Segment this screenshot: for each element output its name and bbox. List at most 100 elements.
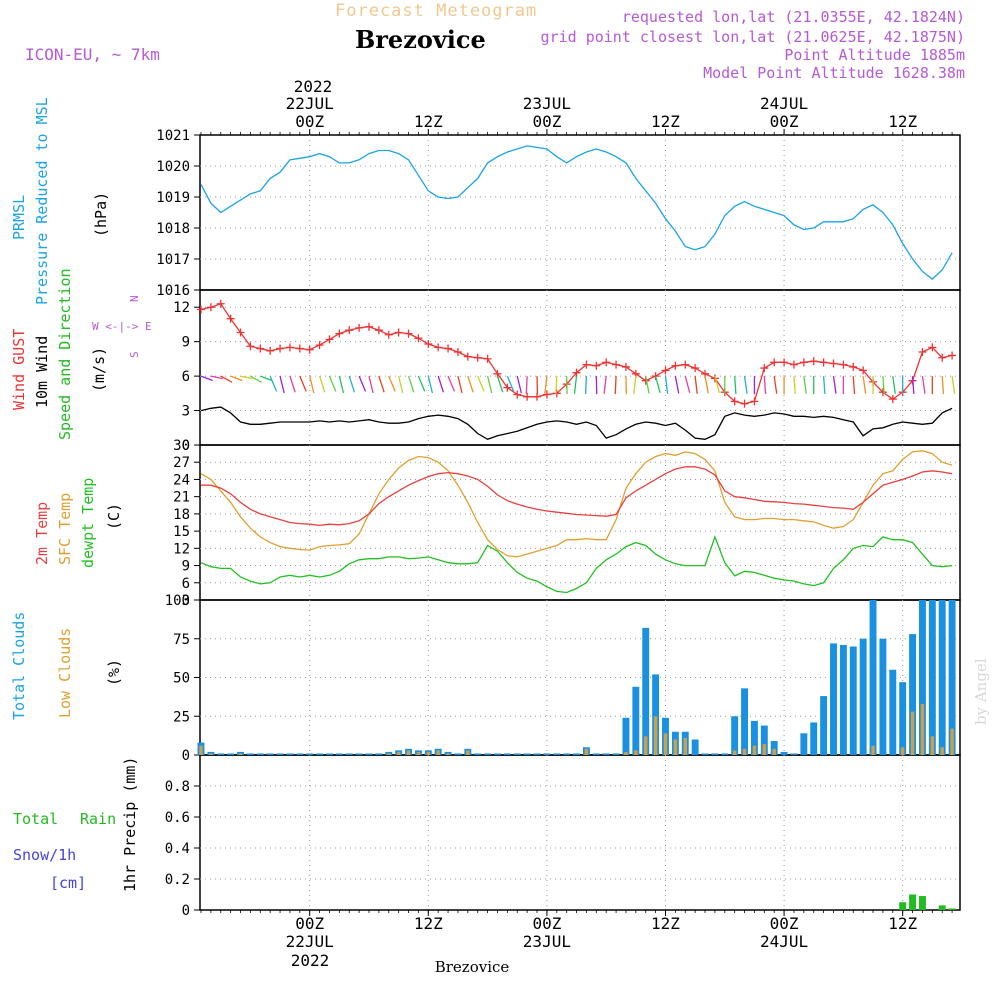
wind-direction-arrow [368, 375, 374, 394]
total-cloud-bar [484, 753, 492, 755]
total-cloud-bar [849, 646, 857, 755]
wind-direction-arrow [555, 376, 558, 395]
gust-marker [513, 390, 522, 399]
temperature-panel [200, 450, 953, 594]
gust-marker [384, 330, 393, 339]
total-cloud-bar [889, 669, 897, 755]
wind-panel [196, 299, 957, 441]
low-cloud-bar [772, 748, 776, 755]
wind-direction-arrow [803, 376, 807, 394]
total-cloud-bar [246, 753, 254, 755]
gust-marker [503, 383, 512, 392]
gust-marker [453, 348, 462, 356]
gust-marker [839, 360, 848, 369]
gust-marker [533, 392, 542, 401]
gust-marker [789, 360, 798, 369]
compass-s: S [128, 351, 141, 358]
total-cloud-bar [503, 753, 511, 755]
wind-direction-arrow [633, 376, 637, 394]
low-cloud-bar [584, 748, 589, 755]
gust-marker [888, 395, 897, 404]
y-tick-label: 1018 [156, 221, 190, 237]
gust-marker [355, 323, 364, 332]
total-cloud-bar [227, 753, 235, 755]
y-tick-label: 1020 [156, 159, 190, 175]
wind-direction-arrow [398, 375, 404, 394]
gust-marker [335, 329, 344, 338]
gust-marker [809, 357, 818, 366]
wind-direction-arrow [573, 376, 578, 394]
total-cloud-bar [276, 753, 284, 755]
bottom-time-tick-label: 00Z [295, 914, 324, 933]
wind-gust-label: Wind GUST [10, 329, 28, 410]
compass-we: W <-|-> E [92, 320, 152, 333]
y-tick-label: 1021 [156, 128, 190, 144]
low-cloud-bar [634, 750, 638, 755]
total-cloud-bar [286, 753, 294, 755]
wind-direction-arrow [299, 375, 307, 392]
total-cloud-bar [217, 753, 225, 755]
gust-marker [325, 335, 334, 344]
wind-direction-arrow [230, 375, 243, 382]
wind-direction-arrow [674, 375, 680, 394]
top-year-label: 2022 [294, 77, 333, 96]
wind-direction-arrow [603, 376, 607, 394]
temp-labels: 2m Temp SFC Temp dewpt Temp (C) [33, 478, 123, 568]
total-cloud-bar [938, 600, 946, 755]
total-cloud-bar [513, 753, 521, 755]
gust-marker [849, 362, 858, 371]
low-cloud-bar [871, 745, 875, 755]
credit-label: by Angel [972, 658, 990, 725]
total-cloud-bar [839, 644, 847, 755]
gust-marker [483, 354, 492, 363]
compass-n: N [128, 295, 141, 302]
wind-direction-arrow [921, 376, 926, 394]
gust-marker [938, 353, 947, 362]
gust-marker [315, 341, 324, 350]
wind-labels: Wind GUST 10m Wind Speed and Direction (… [10, 268, 152, 440]
y-tick-label: 15 [173, 524, 190, 540]
gust-marker [295, 344, 304, 353]
total-cloud-bar [622, 717, 630, 755]
gust-marker [256, 344, 265, 353]
y-tick-label: 12 [173, 541, 190, 557]
pressure-panel [200, 145, 953, 280]
gust-marker [750, 397, 759, 406]
rain-bar [918, 896, 926, 910]
low-cloud-bar [643, 736, 648, 755]
sfc-temp-line [200, 450, 953, 558]
panel-frame-precip [199, 754, 961, 911]
wind-unit: (m/s) [90, 347, 108, 392]
wind-direction-arrow [447, 375, 456, 392]
low-cloud-bar [426, 751, 431, 755]
wind-direction-arrow [892, 376, 896, 394]
y-tick-label: 6 [182, 369, 190, 385]
gust-marker [552, 389, 561, 398]
y-tick-label: 100 [165, 593, 190, 609]
top-time-tick-label: 12Z [651, 112, 680, 131]
total-cloud-bar [721, 753, 729, 755]
gust-marker [621, 362, 630, 371]
total-cloud-bar [523, 753, 531, 755]
panel-frame-pressure [199, 134, 961, 291]
gust-marker [345, 326, 354, 335]
pressure-unit: (hPa) [92, 192, 110, 237]
wind-speed-dir-label: Speed and Direction [56, 268, 74, 440]
total-cloud-bar [494, 753, 501, 755]
low-cloud-bar [900, 747, 905, 755]
total-cloud-bar [790, 753, 798, 755]
top-time-tick-label: 00Z [770, 112, 799, 131]
wind-direction-arrow [584, 376, 588, 395]
gust-marker [661, 366, 670, 375]
gust-marker [216, 299, 225, 308]
low-cloud-bar [416, 751, 421, 755]
total-cloud-bar [592, 753, 600, 755]
wind-direction-arrow [941, 376, 945, 395]
low-cloud-bar [209, 753, 213, 755]
pressure-labels: PRMSL Pressure Reduced to MSL (hPa) [10, 97, 110, 305]
y-tick-label: 21 [173, 490, 190, 506]
gust-marker [681, 360, 690, 369]
wind-direction-arrow [704, 375, 709, 394]
